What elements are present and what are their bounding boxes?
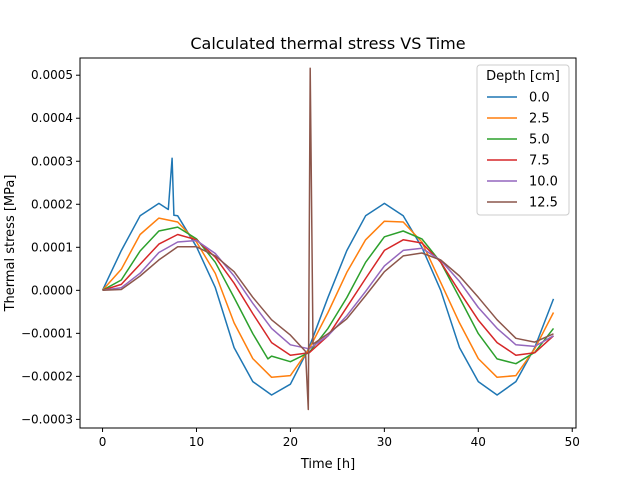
series-line-12-5 [102,67,554,411]
series-line-2-5 [101,217,555,379]
x-tick-label: 0 [99,435,107,449]
x-tick-label: 10 [189,435,204,449]
legend-label: 12.5 [529,196,558,211]
legend-label: 10.0 [529,175,558,190]
y-axis-label: Thermal stress [MPa] [3,175,18,313]
x-tick-label: 30 [377,435,392,449]
y-tick-label: 0.0003 [31,154,73,168]
y-axis: −0.0003 −0.0002 −0.0001 0.0000 0.0001 0.0002 0… [21,68,80,426]
y-tick-label: 0.0004 [31,111,73,125]
y-tick-label: −0.0003 [21,412,73,426]
series-line-10-0 [102,239,554,350]
y-tick-label: 0.0000 [31,283,73,297]
series-line-0-0 [101,157,555,396]
y-tick-label: 0.0002 [31,197,73,211]
legend-label: 2.5 [529,112,550,127]
legend-items: 0.0 2.5 5.0 7.5 10.0 12.5 [487,91,558,211]
legend-title: Depth [cm] [486,69,560,84]
legend-label: 7.5 [529,154,550,169]
series-layer [101,67,555,411]
axes-frame [79,57,577,429]
x-tick-label: 50 [565,435,580,449]
x-axis: 0 10 20 30 40 50 [99,428,580,449]
y-tick-label: −0.0001 [21,326,73,340]
y-tick-label: −0.0002 [21,369,73,383]
x-axis-label: Time [h] [300,457,355,472]
y-tick-label: 0.0005 [31,68,73,82]
legend-label: 5.0 [529,133,550,148]
legend-label: 0.0 [529,91,550,106]
legend-box [476,64,570,216]
chart-title: Calculated thermal stress VS Time [190,34,465,53]
x-tick-label: 40 [471,435,486,449]
y-tick-label: 0.0001 [31,240,73,254]
legend: Depth [cm] 0.0 2.5 5.0 7.5 10.0 12.5 [476,64,570,216]
x-tick-label: 20 [283,435,298,449]
